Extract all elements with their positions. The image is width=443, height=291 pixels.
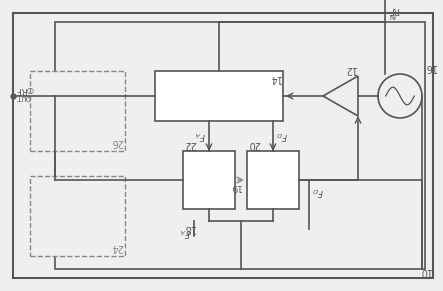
Text: $F_D$: $F_D$ [276, 129, 288, 141]
Text: $F_D$: $F_D$ [312, 185, 324, 198]
Bar [30, 176, 125, 256]
Bar [155, 71, 283, 121]
Text: ○RF: ○RF [16, 85, 34, 94]
Text: $F_A$: $F_A$ [195, 129, 206, 141]
Text: 26: 26 [111, 137, 123, 147]
Text: 22: 22 [184, 139, 197, 149]
Bar [247, 151, 299, 209]
Text: 16: 16 [424, 62, 436, 72]
Bar [55, 22, 425, 269]
Text: 10: 10 [419, 266, 431, 276]
Bar [183, 151, 235, 209]
Text: 14: 14 [269, 73, 281, 83]
Text: 18: 18 [183, 223, 195, 233]
Text: RF: RF [388, 5, 400, 14]
Text: OUT: OUT [16, 94, 31, 100]
Text: 12: 12 [344, 64, 356, 74]
Bar [30, 71, 125, 151]
Text: 20: 20 [248, 139, 260, 149]
Text: 24: 24 [111, 242, 123, 252]
Text: IN: IN [388, 12, 395, 18]
Text: 19: 19 [229, 182, 241, 191]
Text: $F_A$: $F_A$ [180, 226, 191, 239]
